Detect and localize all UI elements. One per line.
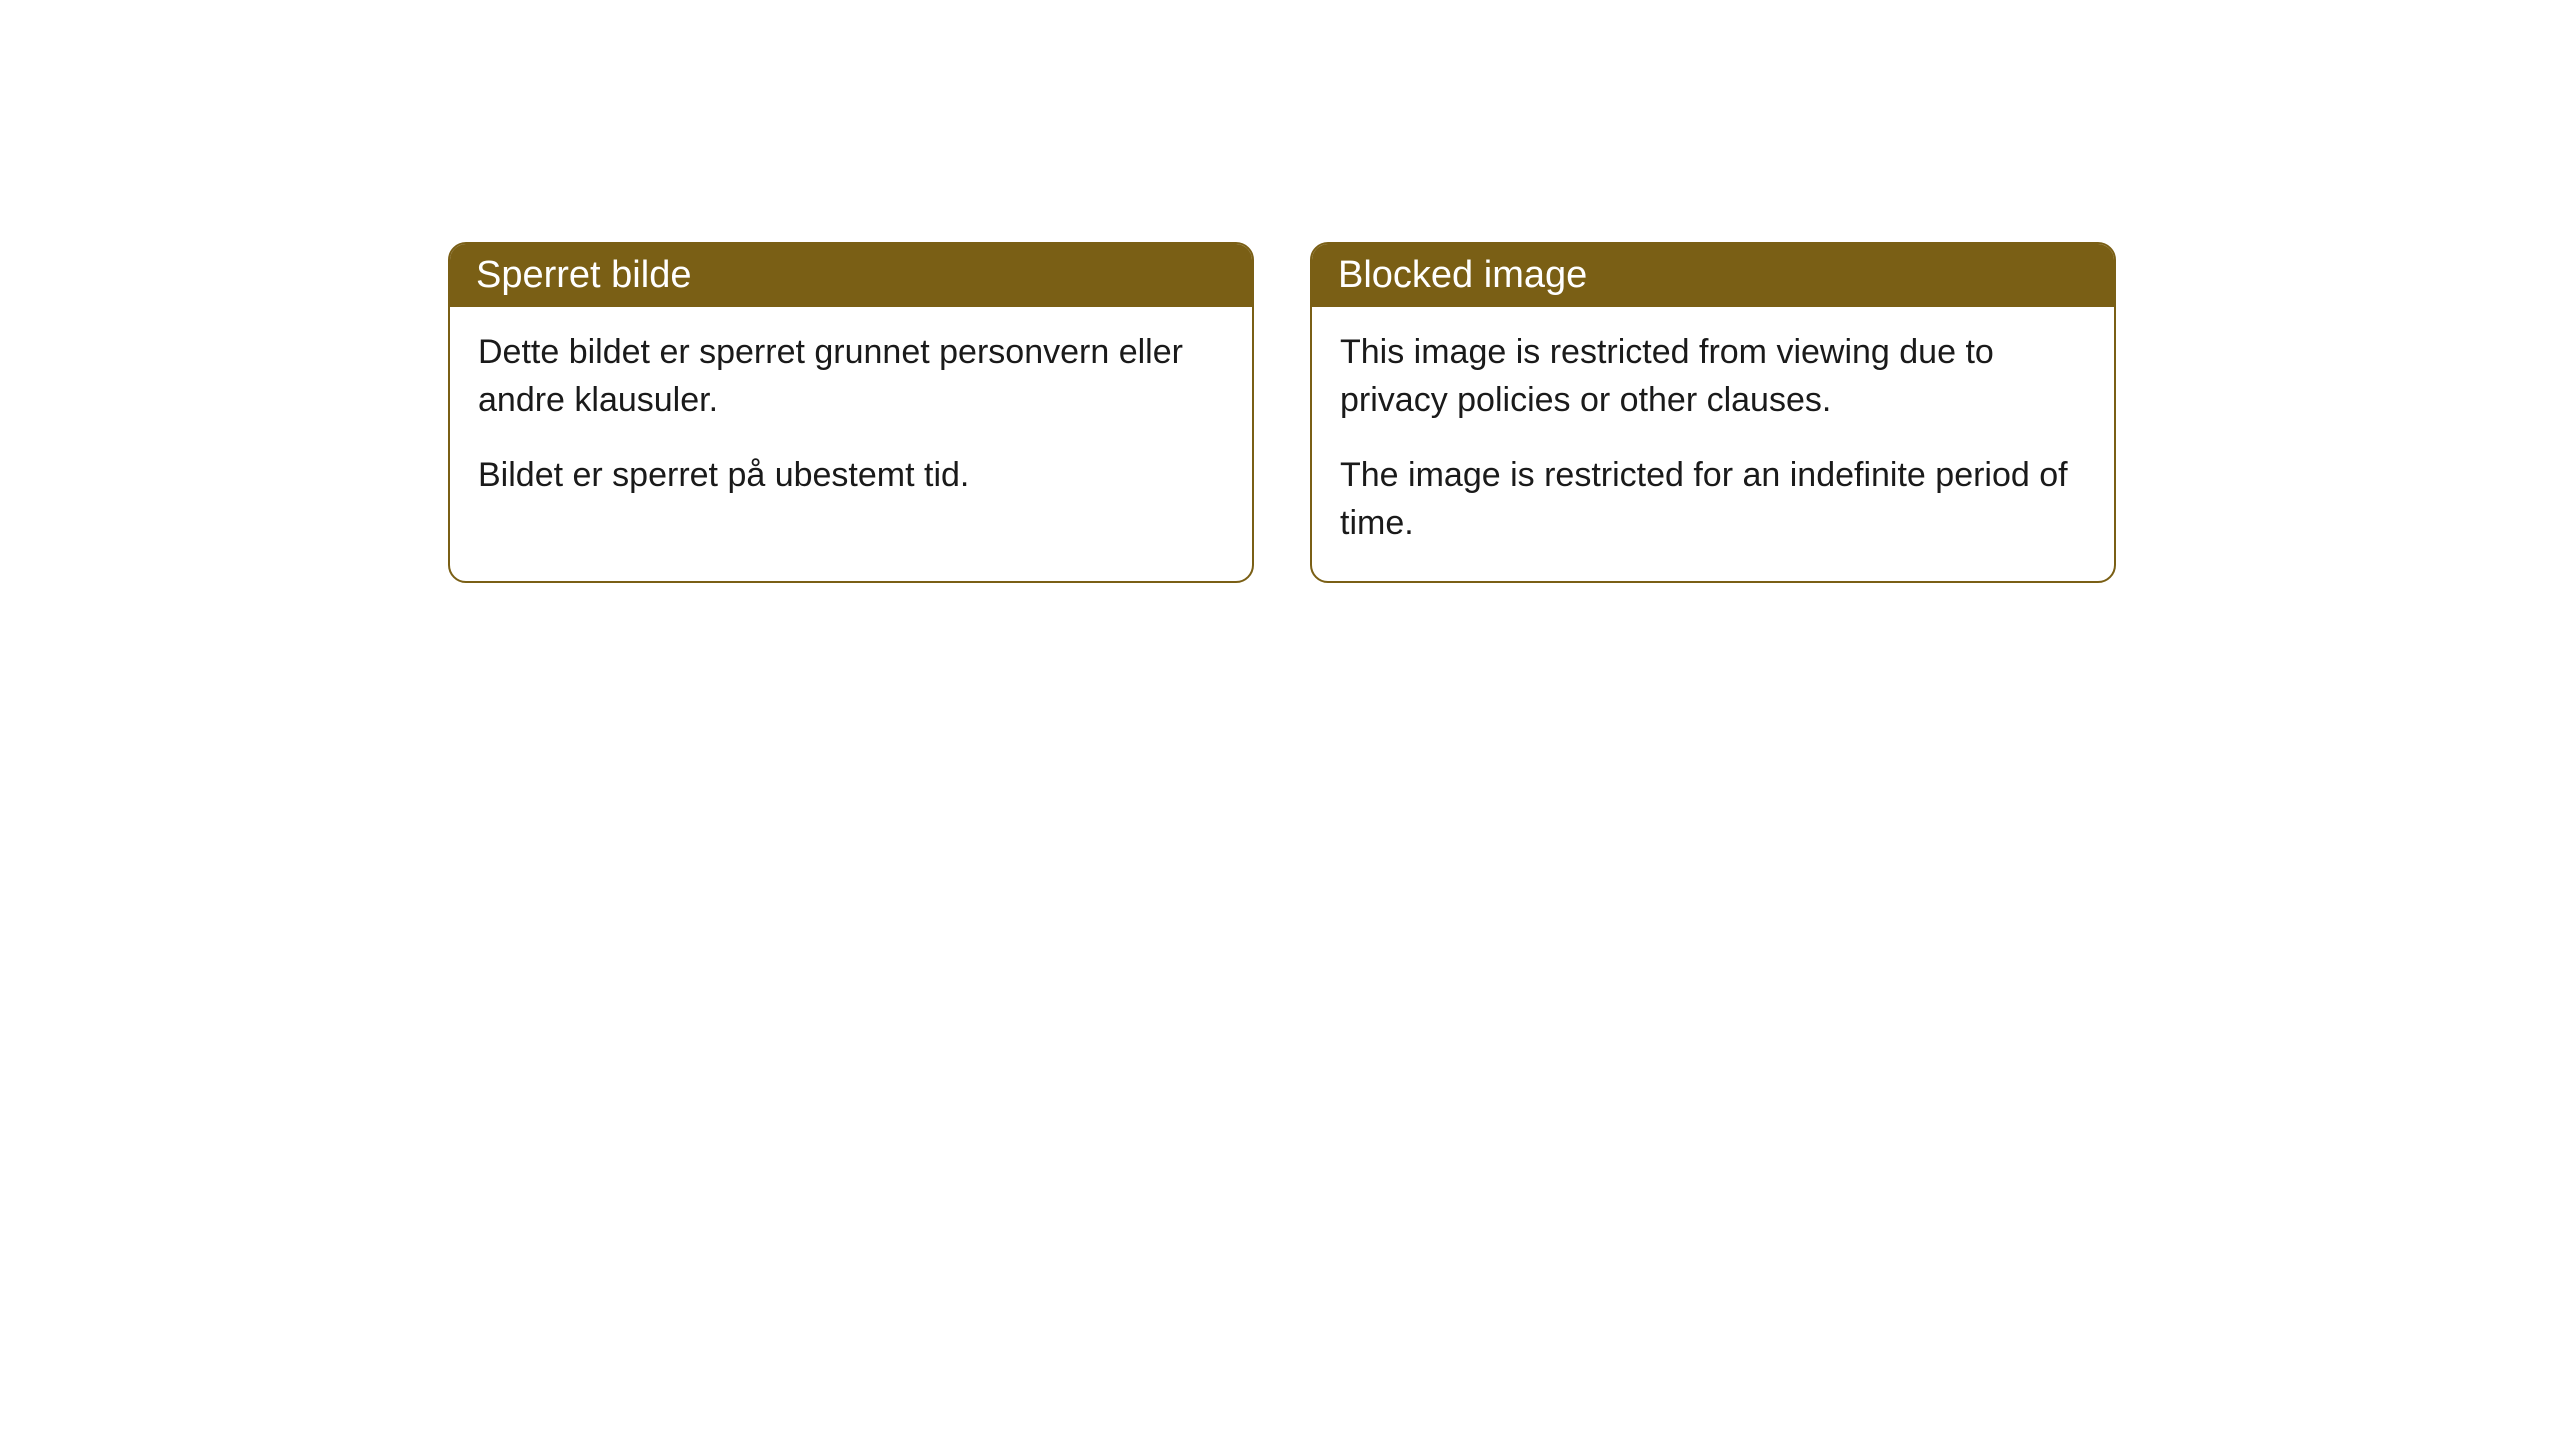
card-header-norwegian: Sperret bilde [450, 244, 1252, 307]
card-body-norwegian: Dette bildet er sperret grunnet personve… [450, 307, 1252, 534]
card-paragraph: Bildet er sperret på ubestemt tid. [478, 452, 1224, 500]
card-title: Blocked image [1338, 254, 1587, 296]
card-body-english: This image is restricted from viewing du… [1312, 307, 2114, 581]
card-title: Sperret bilde [476, 254, 691, 296]
card-header-english: Blocked image [1312, 244, 2114, 307]
card-paragraph: This image is restricted from viewing du… [1340, 329, 2086, 424]
cards-container: Sperret bilde Dette bildet er sperret gr… [448, 242, 2116, 583]
card-paragraph: Dette bildet er sperret grunnet personve… [478, 329, 1224, 424]
card-norwegian: Sperret bilde Dette bildet er sperret gr… [448, 242, 1254, 583]
card-paragraph: The image is restricted for an indefinit… [1340, 452, 2086, 547]
card-english: Blocked image This image is restricted f… [1310, 242, 2116, 583]
